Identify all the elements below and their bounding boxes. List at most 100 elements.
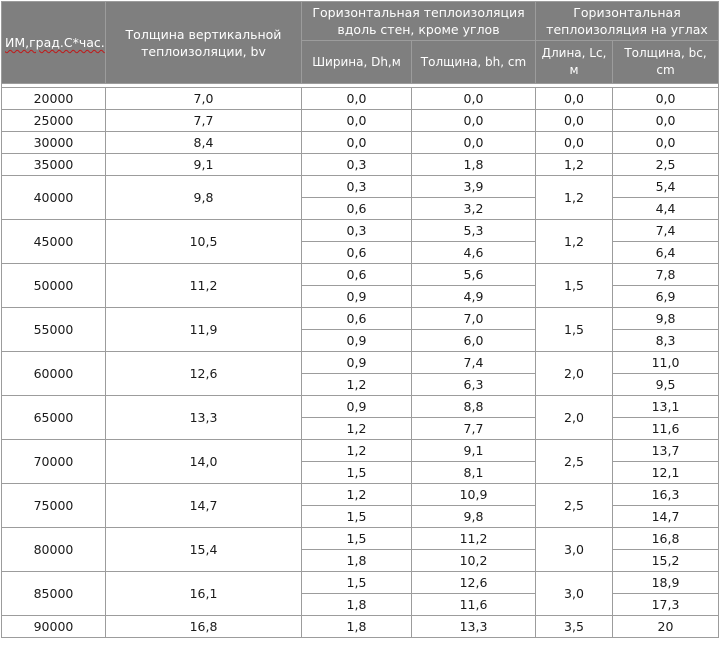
cell-walls-thickness: 3,2: [411, 197, 536, 220]
cell-corners-length: 1,5: [535, 307, 613, 352]
table-row: 20000 7,0 0,0 0,0 0,0 0,0: [1, 87, 719, 110]
cell-walls-width: 0,9: [301, 285, 412, 308]
cell-walls-thickness: 4,6: [411, 241, 536, 264]
cell-walls-thickness: 9,8: [411, 505, 536, 528]
cell-im: 85000: [1, 571, 106, 616]
cell-corners-thickness: 11,0: [611, 351, 719, 374]
cell-walls-width: 1,2: [301, 417, 412, 440]
cell-walls-width: 1,5: [301, 505, 412, 528]
table-row: 40000 9,8 0,3 3,9 1,2 5,4: [1, 175, 719, 220]
cell-walls-thickness: 7,0: [411, 307, 536, 330]
cell-vertical-thickness: 14,0: [105, 439, 302, 484]
cell-corners-thickness: 9,8: [611, 307, 719, 330]
cell-corners-length: 1,5: [535, 263, 613, 308]
cell-vertical-thickness: 7,0: [105, 87, 302, 110]
cell-im: 80000: [1, 527, 106, 572]
cell-corners-length: 1,2: [535, 219, 613, 264]
cell-im: 30000: [1, 131, 106, 154]
header-walls-width: Ширина, Dh,м: [301, 40, 412, 84]
cell-vertical-thickness: 11,2: [105, 263, 302, 308]
cell-walls-width: 1,5: [301, 461, 412, 484]
cell-corners-thickness: 2,5: [611, 153, 719, 176]
cell-corners-thickness: 12,1: [611, 461, 719, 484]
cell-walls-width: 1,8: [301, 615, 412, 638]
cell-walls-width: 1,8: [301, 549, 412, 572]
table-row: 0,6 3,2 4,4: [2, 197, 719, 220]
cell-corners-thickness: 8,3: [611, 329, 719, 352]
cell-vertical-thickness: 13,3: [105, 395, 302, 440]
cell-corners-length: 2,0: [535, 395, 613, 440]
cell-walls-thickness: 0,0: [411, 131, 536, 154]
cell-walls-width: 1,2: [301, 483, 412, 506]
cell-vertical-thickness: 9,8: [105, 175, 302, 220]
cell-corners-length: 2,5: [535, 483, 613, 528]
cell-im: 20000: [1, 87, 106, 110]
table-row: 65000 13,3 0,9 8,8 2,0 13,1: [1, 395, 719, 440]
cell-walls-thickness: 6,0: [411, 329, 536, 352]
table-row: 30000 8,4 0,0 0,0 0,0 0,0: [1, 131, 719, 154]
cell-walls-thickness: 1,8: [411, 153, 536, 176]
cell-walls-thickness: 4,9: [411, 285, 536, 308]
cell-walls-thickness: 5,6: [411, 263, 536, 286]
cell-walls-thickness: 10,9: [411, 483, 536, 506]
cell-corners-length: 1,2: [535, 175, 613, 220]
cell-walls-width: 1,5: [301, 571, 412, 594]
table-row: 0,9 4,9 6,9: [2, 285, 719, 308]
cell-walls-width: 0,6: [301, 197, 412, 220]
cell-vertical-thickness: 14,7: [105, 483, 302, 528]
cell-walls-thickness: 7,7: [411, 417, 536, 440]
cell-corners-thickness: 5,4: [611, 175, 719, 198]
cell-corners-length: 0,0: [535, 131, 613, 154]
cell-corners-length: 2,5: [535, 439, 613, 484]
table-row: 1,8 11,6 17,3: [2, 593, 719, 616]
insulation-table: ИМ,град.С*час. Толщина вертикальной тепл…: [0, 1, 719, 638]
table-row: 55000 11,9 0,6 7,0 1,5 9,8: [1, 307, 719, 352]
cell-corners-thickness: 18,9: [611, 571, 719, 594]
cell-walls-width: 1,2: [301, 373, 412, 396]
cell-vertical-thickness: 15,4: [105, 527, 302, 572]
cell-im: 50000: [1, 263, 106, 308]
cell-walls-width: 0,6: [301, 241, 412, 264]
cell-corners-thickness: 0,0: [611, 109, 719, 132]
cell-corners-length: 3,0: [535, 527, 613, 572]
cell-corners-thickness: 4,4: [611, 197, 719, 220]
header-walls-thickness: Толщина, bh, cm: [411, 40, 536, 84]
cell-im: 70000: [1, 439, 106, 484]
cell-walls-width: 0,6: [301, 263, 412, 286]
table-row: 85000 16,1 1,5 12,6 3,0 18,9: [1, 571, 719, 616]
cell-corners-thickness: 17,3: [611, 593, 719, 616]
cell-corners-length: 0,0: [535, 87, 613, 110]
cell-im: 65000: [1, 395, 106, 440]
cell-im: 75000: [1, 483, 106, 528]
table-row: 80000 15,4 1,5 11,2 3,0 16,8: [1, 527, 719, 572]
header-vertical-thickness: Толщина вертикальной теплоизоляции, bv: [105, 1, 302, 84]
table-row: 75000 14,7 1,2 10,9 2,5 16,3: [1, 483, 719, 528]
cell-walls-width: 0,0: [301, 131, 412, 154]
cell-corners-length: 3,5: [535, 615, 613, 638]
cell-im: 60000: [1, 351, 106, 396]
cell-im: 35000: [1, 153, 106, 176]
cell-corners-thickness: 0,0: [611, 131, 719, 154]
table-row: 90000 16,8 1,8 13,3 3,5 20: [1, 615, 719, 638]
header-group-corners: Горизонтальная теплоизоляция на углах: [534, 1, 719, 41]
cell-corners-thickness: 11,6: [611, 417, 719, 440]
cell-corners-thickness: 14,7: [611, 505, 719, 528]
table-row: 1,5 8,1 12,1: [2, 461, 719, 484]
cell-walls-width: 0,6: [301, 307, 412, 330]
table-header: ИМ,град.С*час. Толщина вертикальной тепл…: [0, 1, 719, 88]
cell-walls-width: 0,0: [301, 109, 412, 132]
cell-im: 55000: [1, 307, 106, 352]
cell-corners-length: 2,0: [535, 351, 613, 396]
table-row: 35000 9,1 0,3 1,8 1,2 2,5: [1, 153, 719, 176]
cell-vertical-thickness: 16,1: [105, 571, 302, 616]
cell-vertical-thickness: 8,4: [105, 131, 302, 154]
cell-walls-thickness: 8,1: [411, 461, 536, 484]
cell-walls-width: 0,9: [301, 329, 412, 352]
cell-walls-thickness: 0,0: [411, 109, 536, 132]
cell-walls-width: 1,2: [301, 439, 412, 462]
cell-corners-thickness: 7,8: [611, 263, 719, 286]
cell-im: 45000: [1, 219, 106, 264]
cell-walls-thickness: 10,2: [411, 549, 536, 572]
table-row: 25000 7,7 0,0 0,0 0,0 0,0: [1, 109, 719, 132]
cell-walls-width: 0,9: [301, 351, 412, 374]
